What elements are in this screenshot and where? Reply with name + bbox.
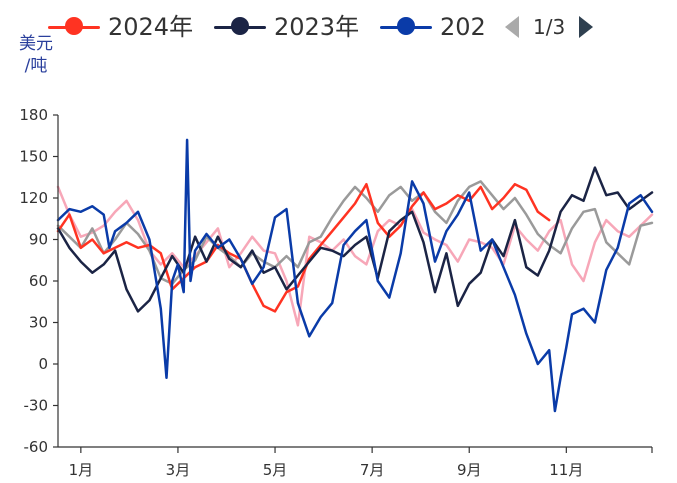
legend-dot-2022 <box>397 17 415 35</box>
pager-text: 1/3 <box>533 15 566 39</box>
legend-dot-2023 <box>231 17 249 35</box>
y-tick-label: 120 <box>19 189 48 207</box>
series-lines <box>56 138 654 413</box>
x-tick-label: 9月 <box>457 461 482 479</box>
legend-pager: 1/3 <box>495 10 603 44</box>
legend-dot-2024 <box>65 17 83 35</box>
x-tick-label: 11月 <box>549 461 583 479</box>
legend-item-2022[interactable]: 202 <box>380 10 486 44</box>
y-axis-unit-label: 美元 /吨 <box>19 34 53 76</box>
series-line-pink <box>56 185 654 327</box>
next-page-icon[interactable] <box>569 10 603 44</box>
y-tick-label: 30 <box>29 314 48 332</box>
legend-label-2024: 2024年 <box>108 13 194 41</box>
legend-label-2022: 202 <box>440 13 486 41</box>
legend-item-2023[interactable]: 2023年 <box>214 10 359 44</box>
y-tick-label: 150 <box>19 148 48 166</box>
x-tick-label: 7月 <box>360 461 385 479</box>
legend-swatch-2022 <box>380 10 432 44</box>
legend: 2024年 2023年 202 1/3 <box>0 0 677 56</box>
series-line-y2024 <box>56 182 551 313</box>
series-line-y2022 <box>56 138 654 413</box>
prev-page-icon[interactable] <box>495 10 529 44</box>
x-tick-label: 3月 <box>166 461 191 479</box>
series-line-y2023 <box>56 166 654 313</box>
y-tick-label: 0 <box>38 355 48 373</box>
axes: 1月 3月 5月 7月 9月 11月 <box>57 115 653 479</box>
legend-swatch-2024 <box>48 10 100 44</box>
legend-swatch-2023 <box>214 10 266 44</box>
x-tick-label: 5月 <box>263 461 288 479</box>
y-tick-label: 60 <box>29 272 48 290</box>
y-tick-label: 180 <box>19 106 48 124</box>
legend-item-2024[interactable]: 2024年 <box>48 10 193 44</box>
y-tick-label: 90 <box>29 231 48 249</box>
y-tick-label: -60 <box>24 438 49 456</box>
x-tick-label: 1月 <box>69 461 94 479</box>
y-axis-ticks: 180 150 120 90 60 30 0 -30 -60 <box>19 106 58 456</box>
series-line-gray <box>56 180 654 286</box>
legend-label-2023: 2023年 <box>274 13 360 41</box>
y-tick-label: -30 <box>24 397 49 415</box>
